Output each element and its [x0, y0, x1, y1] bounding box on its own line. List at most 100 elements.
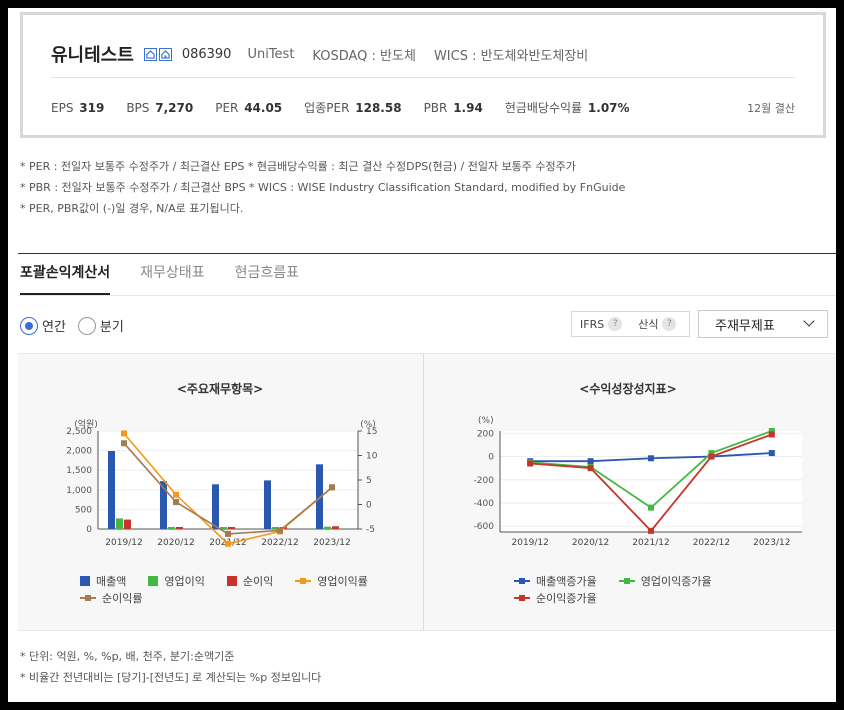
metric-per: PER 44.05	[215, 100, 283, 115]
y-axis-label: (%)	[478, 416, 494, 426]
plot-background	[98, 431, 358, 529]
period-radio-group: 연간 분기	[20, 316, 124, 335]
bar	[220, 527, 227, 529]
wics-info: WICS : 반도체와반도체장비	[433, 48, 589, 64]
data-point	[648, 504, 654, 511]
metric-eps: EPS 319	[51, 100, 105, 115]
company-name: 유니테스트	[51, 45, 134, 66]
summary-divider	[51, 77, 795, 78]
growth-chart: -600 -400 -200 0 200 (%) 2019/12 2020/12 2021/12…	[474, 416, 802, 548]
legend-item: 매출액증가율	[514, 572, 597, 589]
legend-item: 영업이익증가율	[618, 572, 712, 589]
data-point	[329, 484, 335, 491]
help-icon[interactable]: ?	[662, 317, 677, 331]
tab-underline	[18, 295, 836, 296]
home-icon[interactable]	[143, 47, 157, 61]
x-tick-label: 2022/12	[693, 538, 730, 548]
page-frame: 유니테스트 086390 UniTest KOSDAQ : 반도체 WICS :…	[8, 8, 836, 702]
radio-quarter[interactable]: 분기	[77, 316, 124, 335]
tab-cash-flow[interactable]: 현금흐름표	[234, 265, 299, 281]
y-tick-label: 2,000	[66, 447, 92, 457]
english-name: UniTest	[247, 46, 295, 62]
y-axis-label: (억원)	[74, 418, 98, 430]
metrics-row: EPS 319 BPS 7,270 PER 44.05 업종PER 128.58…	[51, 99, 795, 116]
data-point	[648, 455, 654, 462]
y2-tick-label: 10	[366, 452, 378, 462]
company-links	[143, 47, 172, 61]
radio-quarter-label: 분기	[99, 320, 124, 335]
growth-legend: 매출액증가율 영업이익증가율 순이익증가율	[514, 572, 834, 606]
bar	[116, 518, 123, 529]
note-line: * PBR : 전일자 보통주 수정주가 / 최근결산 BPS * WICS :…	[20, 181, 626, 194]
financials-legend: 매출액 영업이익 순이익 영업이익률 순이익률	[80, 572, 400, 606]
y-tick-label: 2,500	[66, 427, 92, 437]
tab-balance-sheet[interactable]: 재무상태표	[140, 265, 205, 281]
data-point	[173, 499, 179, 506]
bar	[332, 526, 339, 529]
company-summary: 유니테스트 086390 UniTest KOSDAQ : 반도체 WICS :…	[20, 12, 826, 138]
y-tick-label: -400	[474, 499, 495, 509]
stock-code: 086390	[181, 46, 232, 62]
y2-tick-label: -5	[366, 525, 375, 535]
statement-type-select[interactable]: 주재무제표	[698, 310, 828, 338]
chevron-down-icon	[803, 315, 815, 327]
y2-tick-label: 15	[366, 427, 377, 437]
radio-annual[interactable]: 연간	[20, 316, 66, 335]
section-divider	[18, 253, 836, 254]
legend-swatch	[80, 575, 90, 586]
bar	[316, 464, 323, 529]
footnote-line: * 비율간 전년대비는 [당기]-[전년도] 로 계산되는 %p 정보입니다	[20, 671, 322, 684]
chart-title-financials: <주요재무항목>	[176, 382, 264, 396]
bar	[324, 526, 331, 529]
data-point	[173, 491, 179, 498]
statement-tabs: 포괄손익계산서 재무상태표 현금흐름표	[20, 261, 299, 295]
settlement-month: 12월 결산	[747, 101, 795, 115]
footnotes: * 단위: 억원, %, %p, 배, 천주, 분기:순액기준 * 비율간 전년…	[20, 646, 321, 688]
data-point	[708, 450, 715, 457]
footnote-line: * 단위: 억원, %, %p, 배, 천주, 분기:순액기준	[20, 650, 235, 663]
data-point	[587, 458, 594, 465]
chart-title-growth: <수익성장성지표>	[579, 382, 677, 396]
legend-swatch	[514, 576, 530, 586]
legend-swatch	[295, 576, 312, 586]
x-tick-label: 2023/12	[753, 538, 790, 548]
radio-quarter-indicator[interactable]	[77, 316, 96, 335]
legend-item: 매출액	[80, 572, 126, 589]
x-tick-label: 2019/12	[512, 538, 549, 548]
bar	[160, 481, 167, 529]
statement-type-value: 주재무제표	[715, 318, 775, 334]
legend-item: 영업이익률	[295, 572, 368, 589]
tab-income-statement[interactable]: 포괄손익계산서	[20, 261, 111, 295]
ifrs-option[interactable]: IFRS ?	[572, 317, 630, 331]
legend-swatch	[514, 593, 530, 603]
data-point	[648, 527, 654, 534]
definition-notes: * PER : 전일자 보통주 수정주가 / 최근결산 EPS * 현금배당수익…	[20, 156, 625, 219]
data-point	[527, 460, 534, 467]
x-tick-label: 2020/12	[157, 538, 194, 548]
legend-item: 순이익률	[80, 589, 142, 606]
metric-bps: BPS 7,270	[126, 100, 194, 115]
bar	[264, 480, 271, 529]
legend-swatch	[618, 576, 635, 586]
y-tick-label: -600	[474, 522, 495, 532]
x-tick-label: 2021/12	[632, 538, 669, 548]
legend-item: 순이익증가율	[514, 589, 597, 606]
home-icon-alt[interactable]	[158, 47, 172, 61]
company-title-row: 유니테스트 086390 UniTest KOSDAQ : 반도체 WICS :…	[51, 41, 588, 67]
x-tick-label: 2020/12	[572, 538, 609, 548]
formula-label: 산식	[638, 318, 659, 331]
y-tick-label: 0	[86, 525, 92, 535]
x-tick-label: 2019/12	[105, 538, 142, 548]
data-point	[768, 431, 775, 438]
data-point	[225, 530, 231, 537]
data-point	[277, 527, 283, 534]
data-point	[587, 465, 594, 472]
metric-pbr: PBR 1.94	[423, 100, 483, 115]
bar	[168, 527, 175, 529]
y2-tick-label: 0	[366, 501, 372, 511]
x-tick-label: 2022/12	[261, 538, 298, 548]
help-icon[interactable]: ?	[608, 317, 623, 331]
formula-option[interactable]: 산식 ?	[630, 316, 684, 332]
radio-annual-indicator[interactable]	[20, 316, 38, 335]
bar	[108, 450, 115, 529]
